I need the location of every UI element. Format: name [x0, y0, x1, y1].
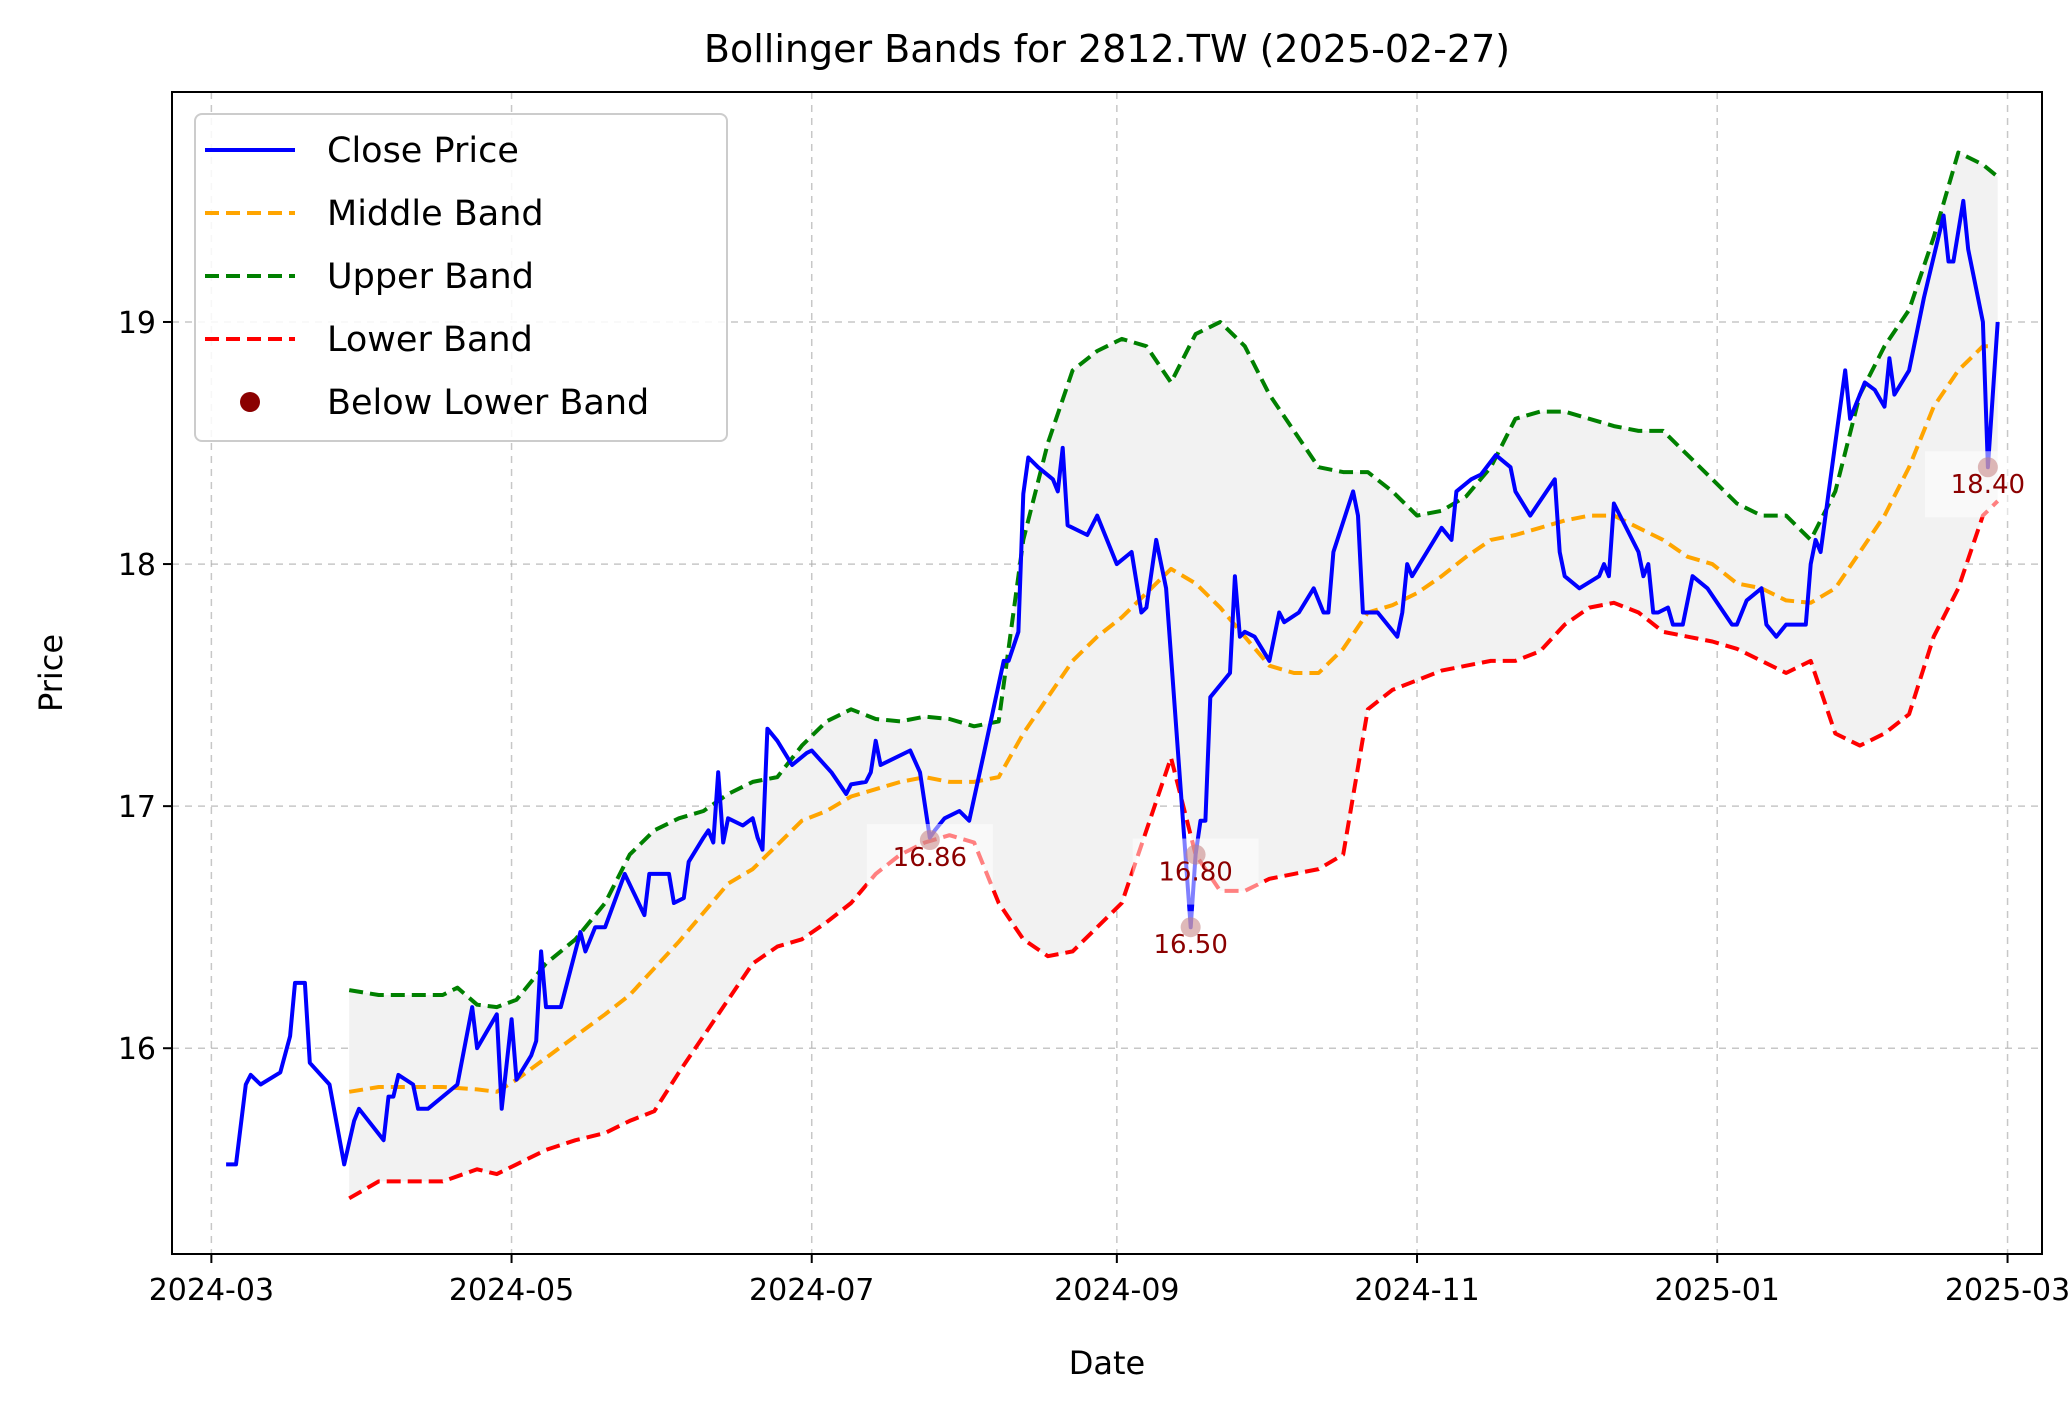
- legend-box: [194, 113, 728, 442]
- lower-band-line: [348, 499, 2000, 1201]
- y-tick-label: 17: [118, 790, 156, 825]
- annotation-box: [866, 824, 993, 891]
- legend-label-lower: Lower Band: [327, 320, 533, 360]
- annotation-box: [1132, 838, 1259, 905]
- annotation-box: [1127, 911, 1254, 978]
- y-axis-label: Price: [32, 634, 70, 712]
- series-layer: [226, 150, 2000, 1201]
- upper-band-line: [348, 150, 1999, 1010]
- plot-area-frame: [171, 91, 2043, 1255]
- legend-label-close: Close Price: [327, 131, 519, 171]
- legend-swatch-below: [240, 392, 260, 412]
- legend-label-below: Below Lower Band: [327, 383, 649, 423]
- x-tick-label: 2024-09: [1054, 1273, 1179, 1308]
- legend-label-middle: Middle Band: [327, 194, 544, 234]
- annotation-label: 16.86: [893, 843, 967, 873]
- legend-label-upper: Upper Band: [327, 257, 534, 297]
- chart-title: Bollinger Bands for 2812.TW (2025-02-27): [704, 27, 1510, 71]
- annotation-label: 16.50: [1153, 930, 1227, 960]
- annotation-label: 18.40: [1951, 470, 2025, 500]
- x-tick-label: 2024-07: [749, 1273, 874, 1308]
- y-tick-label: 18: [118, 548, 156, 583]
- annotation-label: 16.80: [1158, 858, 1232, 888]
- annotation-box: [1924, 451, 2051, 518]
- annotation-layer: 16.86 16.80 16.50 18.40: [866, 451, 2051, 978]
- y-tick-label: 19: [118, 306, 156, 341]
- middle-band-line: [348, 344, 1998, 1094]
- y-tick-label: 16: [118, 1032, 156, 1067]
- x-tick-label: 2025-01: [1655, 1273, 1780, 1308]
- x-tick-label: 2024-05: [449, 1273, 574, 1308]
- tick-layer: 2024-03 2024-05 2024-07 2024-09 2024-11 2025-…: [118, 306, 2070, 1308]
- x-tick-label: 2024-11: [1354, 1273, 1479, 1308]
- close-price-line: [226, 198, 2000, 1167]
- legend: Close Price Middle Band Upper Band Lower…: [194, 113, 728, 442]
- x-tick-label: 2024-03: [149, 1273, 274, 1308]
- x-tick-label: 2025-03: [1945, 1273, 2070, 1308]
- x-axis-label: Date: [1069, 1344, 1145, 1382]
